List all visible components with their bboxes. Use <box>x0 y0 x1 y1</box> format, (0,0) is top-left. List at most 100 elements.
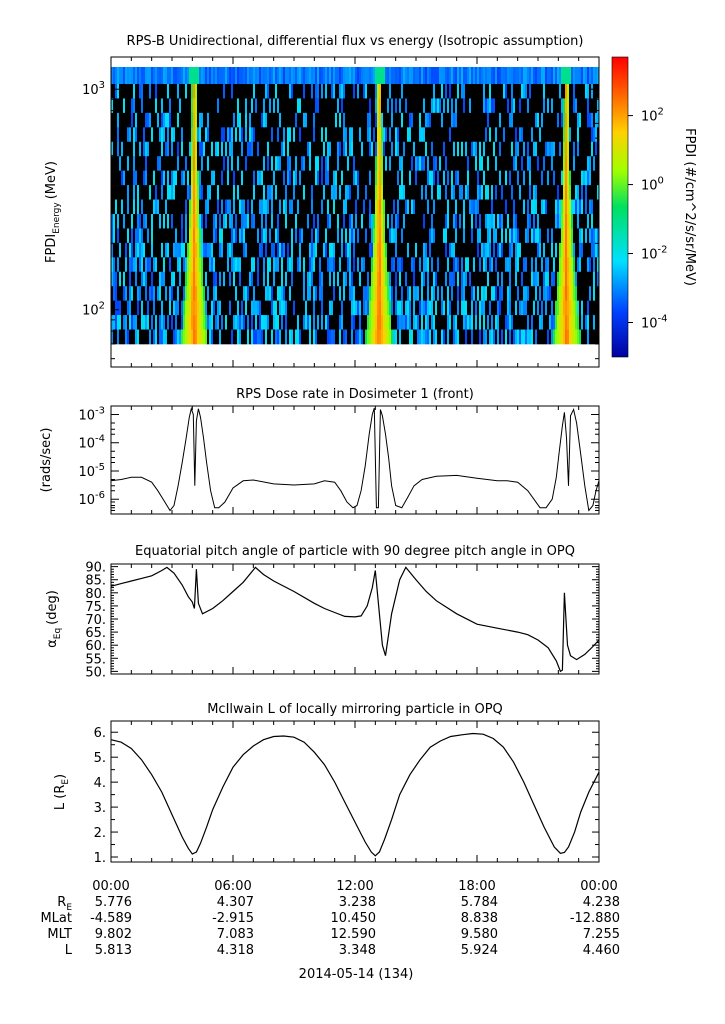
heatmap-cell <box>213 113 215 128</box>
heatmap-cell <box>457 286 459 301</box>
heatmap-cell <box>341 98 343 113</box>
heatmap-cell <box>553 228 555 243</box>
heatmap-cell <box>551 315 553 330</box>
heatmap-cell <box>243 171 245 186</box>
heatmap-cell <box>365 113 367 128</box>
heatmap-cell <box>241 185 243 200</box>
heatmap-cell <box>467 257 469 272</box>
heatmap-cell <box>199 142 201 157</box>
heatmap-cell <box>577 113 579 128</box>
heatmap-cell <box>273 214 275 229</box>
heatmap-cell <box>185 113 187 128</box>
heatmap-cell <box>355 156 357 171</box>
heatmap-cell <box>251 127 253 142</box>
heatmap-cell <box>323 243 325 258</box>
heatmap-cell <box>403 84 405 99</box>
heatmap-cell <box>167 142 169 157</box>
heatmap-cell <box>161 272 163 287</box>
heatmap-cell <box>499 98 501 113</box>
heatmap-cell <box>485 84 487 99</box>
heatmap-cell <box>339 330 341 345</box>
heatmap-cell <box>461 127 463 142</box>
heatmap-cell <box>531 272 533 287</box>
heatmap-cell <box>321 142 323 157</box>
heatmap-cell <box>515 301 517 316</box>
heatmap-cell <box>145 257 147 272</box>
heatmap-cell <box>429 272 431 287</box>
heatmap-cell <box>317 156 319 171</box>
heatmap-cell <box>383 214 385 229</box>
heatmap-cell <box>499 156 501 171</box>
heatmap-cell <box>253 127 255 142</box>
heatmap-cell <box>141 185 143 200</box>
heatmap-cell <box>533 113 535 128</box>
heatmap-cell <box>165 257 167 272</box>
heatmap-cell <box>295 185 297 200</box>
heatmap-cell <box>135 67 137 84</box>
heatmap-cell <box>175 156 177 171</box>
heatmap-cell <box>141 228 143 243</box>
heatmap-cell <box>169 228 171 243</box>
heatmap-cell <box>559 142 561 157</box>
heatmap-cell <box>281 228 283 243</box>
heatmap-cell <box>169 127 171 142</box>
heatmap-cell <box>327 330 329 345</box>
heatmap-cell <box>551 228 553 243</box>
heatmap-cell <box>487 315 489 330</box>
heatmap-cell <box>273 243 275 258</box>
heatmap-cell <box>547 228 549 243</box>
heatmap-cell <box>183 257 185 272</box>
heatmap-cell <box>305 185 307 200</box>
heatmap-cell <box>507 67 509 84</box>
heatmap-cell <box>265 315 267 330</box>
heatmap-cell <box>497 185 499 200</box>
heatmap-cell <box>337 113 339 128</box>
heatmap-cell <box>129 301 131 316</box>
heatmap-cell <box>189 113 191 128</box>
heatmap-cell <box>447 142 449 157</box>
heatmap-cell <box>321 315 323 330</box>
heatmap-cell <box>403 185 405 200</box>
heatmap-cell <box>313 84 315 99</box>
heatmap-cell <box>573 214 575 229</box>
heatmap-cell <box>495 286 497 301</box>
heatmap-cell <box>165 243 167 258</box>
heatmap-cell <box>321 200 323 215</box>
heatmap-cell <box>373 272 375 287</box>
heatmap-cell <box>413 214 415 229</box>
heatmap-cell <box>417 84 419 99</box>
heatmap-cell <box>241 214 243 229</box>
heatmap-cell <box>445 272 447 287</box>
heatmap-cell <box>231 67 233 84</box>
heatmap-cell <box>407 330 409 345</box>
heatmap-cell <box>491 257 493 272</box>
heatmap-cell <box>433 214 435 229</box>
heatmap-cell <box>435 315 437 330</box>
heatmap-cell <box>553 200 555 215</box>
heatmap-cell <box>133 243 135 258</box>
heatmap-cell <box>385 214 387 229</box>
heatmap-cell <box>563 301 565 316</box>
heatmap-cell <box>387 214 389 229</box>
heatmap-cell <box>561 98 563 113</box>
heatmap-cell <box>469 185 471 200</box>
heatmap-cell <box>283 171 285 186</box>
heatmap-cell <box>523 301 525 316</box>
heatmap-cell <box>117 98 119 113</box>
heatmap-cell <box>137 113 139 128</box>
heatmap-cell <box>207 67 209 84</box>
heatmap-cell <box>427 272 429 287</box>
heatmap-cell <box>113 330 115 345</box>
heatmap-cell <box>203 156 205 171</box>
heatmap-cell <box>543 98 545 113</box>
flux-panel-title: RPS-B Unidirectional, differential flux … <box>127 34 584 49</box>
heatmap-cell <box>153 127 155 142</box>
heatmap-cell <box>559 228 561 243</box>
heatmap-cell <box>485 228 487 243</box>
heatmap-cell <box>407 142 409 157</box>
heatmap-cell <box>337 142 339 157</box>
heatmap-cell <box>247 185 249 200</box>
heatmap-cell <box>361 98 363 113</box>
heatmap-cell <box>209 84 211 99</box>
heatmap-cell <box>483 214 485 229</box>
